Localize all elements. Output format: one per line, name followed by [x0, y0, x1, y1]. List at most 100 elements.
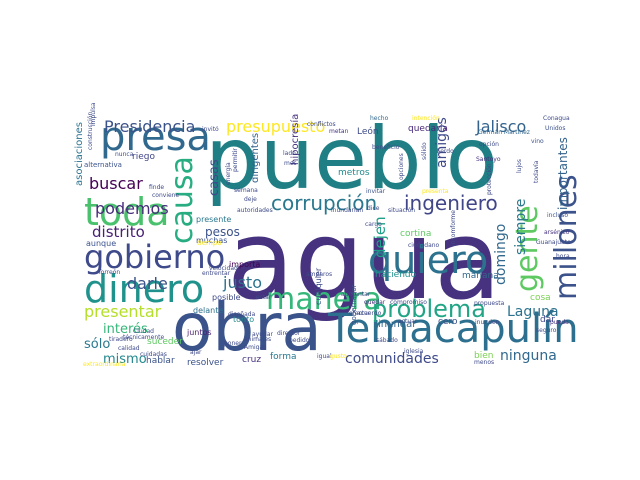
word-cloud-word: ciudadano: [408, 242, 440, 249]
word-cloud-word: Laguna: [507, 304, 559, 320]
word-cloud-word: invitar: [366, 188, 386, 195]
word-cloud-word: cargo: [365, 221, 382, 228]
word-cloud-word: juntos: [186, 328, 212, 337]
word-cloud-word: actuar: [398, 318, 418, 325]
word-cloud-word: Germán Martínez: [478, 129, 530, 136]
word-cloud-word: velocidad: [209, 265, 238, 272]
word-cloud-word: podemos: [95, 199, 169, 218]
word-cloud-word: suceder: [147, 337, 183, 347]
word-cloud-word: mismo: [103, 352, 147, 367]
word-cloud-word: iglesia: [404, 348, 424, 355]
word-cloud-word: mañana: [462, 271, 499, 281]
word-cloud-word: menos: [474, 359, 494, 366]
word-cloud-word: poner: [224, 340, 242, 347]
word-cloud-word: cortina: [400, 229, 431, 239]
word-cloud-word: hablar: [146, 356, 175, 366]
word-cloud-word: dirigentes: [250, 133, 261, 183]
word-cloud-word: forma: [270, 352, 297, 362]
word-cloud-word: nunca: [115, 151, 134, 158]
word-cloud-word: presenta: [422, 188, 449, 195]
word-cloud-word: gobernador: [350, 284, 358, 325]
word-cloud-word: quiero: [368, 238, 488, 282]
word-cloud-word: Ciudad: [133, 328, 154, 335]
word-cloud-word: bien: [474, 351, 493, 361]
word-cloud-word: invitó: [202, 126, 219, 133]
word-cloud-word: animales: [244, 336, 271, 343]
word-cloud-word: importa: [229, 260, 260, 269]
word-cloud-word: riego: [132, 152, 155, 162]
word-cloud-word: gobierno: [84, 238, 225, 276]
word-cloud-word: Santoyo: [476, 156, 501, 163]
word-cloud-word: técnicamente: [123, 334, 164, 341]
word-cloud-word: quedaría: [408, 124, 448, 134]
word-cloud-word: cualquier: [314, 267, 323, 305]
word-cloud-word: corrupción: [271, 191, 377, 215]
word-cloud-word: semana: [234, 187, 258, 194]
word-cloud-word: seguro: [536, 327, 557, 334]
word-cloud-word: Guanajuato: [536, 239, 571, 246]
word-cloud-word: todavía: [533, 160, 540, 183]
word-cloud-word: beneficio: [372, 144, 400, 151]
word-cloud-word: finde: [149, 184, 164, 191]
word-cloud-word: metan: [329, 128, 349, 135]
word-cloud-word: toda: [84, 190, 170, 234]
word-cloud-word: quedar: [364, 299, 386, 306]
word-cloud-word: pesos: [205, 225, 240, 239]
word-cloud-word: asociaciones: [74, 122, 85, 186]
word-cloud-word: cosa: [530, 293, 551, 303]
word-cloud-word: pueda: [550, 319, 569, 326]
word-cloud-word: dice: [367, 205, 380, 212]
word-cloud-word: lujos: [516, 159, 523, 173]
word-cloud-word: dar: [540, 315, 555, 325]
word-cloud-word: construcción: [87, 112, 94, 150]
word-cloud-word: Lerdo: [437, 148, 454, 155]
word-cloud-word: cuidadas: [140, 351, 167, 358]
word-cloud-word: amigos: [434, 117, 450, 168]
word-cloud-word: dinero: [84, 267, 204, 311]
word-cloud-word: tiradero: [109, 336, 133, 343]
word-cloud-word: arsénico: [544, 229, 570, 236]
word-cloud-word: comunidades: [345, 351, 439, 367]
word-cloud-word: presente: [196, 215, 231, 224]
word-cloud-word: siempre: [513, 199, 529, 255]
word-cloud-word: opciones: [398, 153, 405, 180]
word-cloud-word: amparos: [306, 271, 332, 278]
word-cloud-word: Presidencia: [104, 117, 195, 136]
word-cloud-word: sólido: [421, 142, 428, 160]
word-cloud-word: Unidos: [545, 125, 565, 132]
word-cloud-word: opción: [479, 141, 499, 148]
word-cloud-word: Amigas: [244, 344, 266, 351]
word-cloud-word: director: [277, 330, 301, 337]
word-cloud-word: obra: [172, 289, 322, 366]
word-cloud-word: inunden: [475, 319, 500, 326]
word-cloud-word: darle: [127, 274, 168, 293]
word-cloud-word: causa: [165, 156, 200, 244]
word-cloud-word: Temacapulín: [327, 306, 579, 352]
word-cloud-word: incluso: [547, 212, 568, 219]
word-cloud-word: metros: [338, 168, 370, 178]
word-cloud-word: ingeniero: [404, 191, 498, 215]
word-cloud-word: tiempo: [197, 239, 222, 247]
word-cloud-word: presupuesto: [226, 117, 325, 136]
word-cloud-word: pedido: [289, 337, 310, 344]
word-cloud-word: protección: [486, 163, 493, 195]
word-cloud-word: importantes: [556, 137, 570, 210]
word-cloud-word: manera: [266, 282, 382, 317]
word-cloud-word: impulsa: [90, 102, 97, 126]
word-cloud-word: hora: [556, 253, 570, 260]
word-cloud-word: presa: [100, 114, 211, 160]
word-cloud-word: hipocresía: [289, 114, 301, 165]
word-cloud-word: ninguna: [500, 348, 557, 364]
word-cloud-word: presentar: [84, 302, 162, 321]
word-cloud-word: estar: [256, 294, 272, 301]
word-cloud-word: compromiso: [390, 299, 427, 306]
word-cloud-word: ajar: [190, 349, 202, 356]
word-cloud-word: autoridades: [237, 207, 273, 214]
word-cloud-word: gente: [510, 205, 545, 292]
word-cloud-word: sábado: [376, 337, 398, 344]
word-cloud-word: domingo: [493, 224, 509, 285]
word-cloud-word: incomforme: [450, 210, 457, 246]
